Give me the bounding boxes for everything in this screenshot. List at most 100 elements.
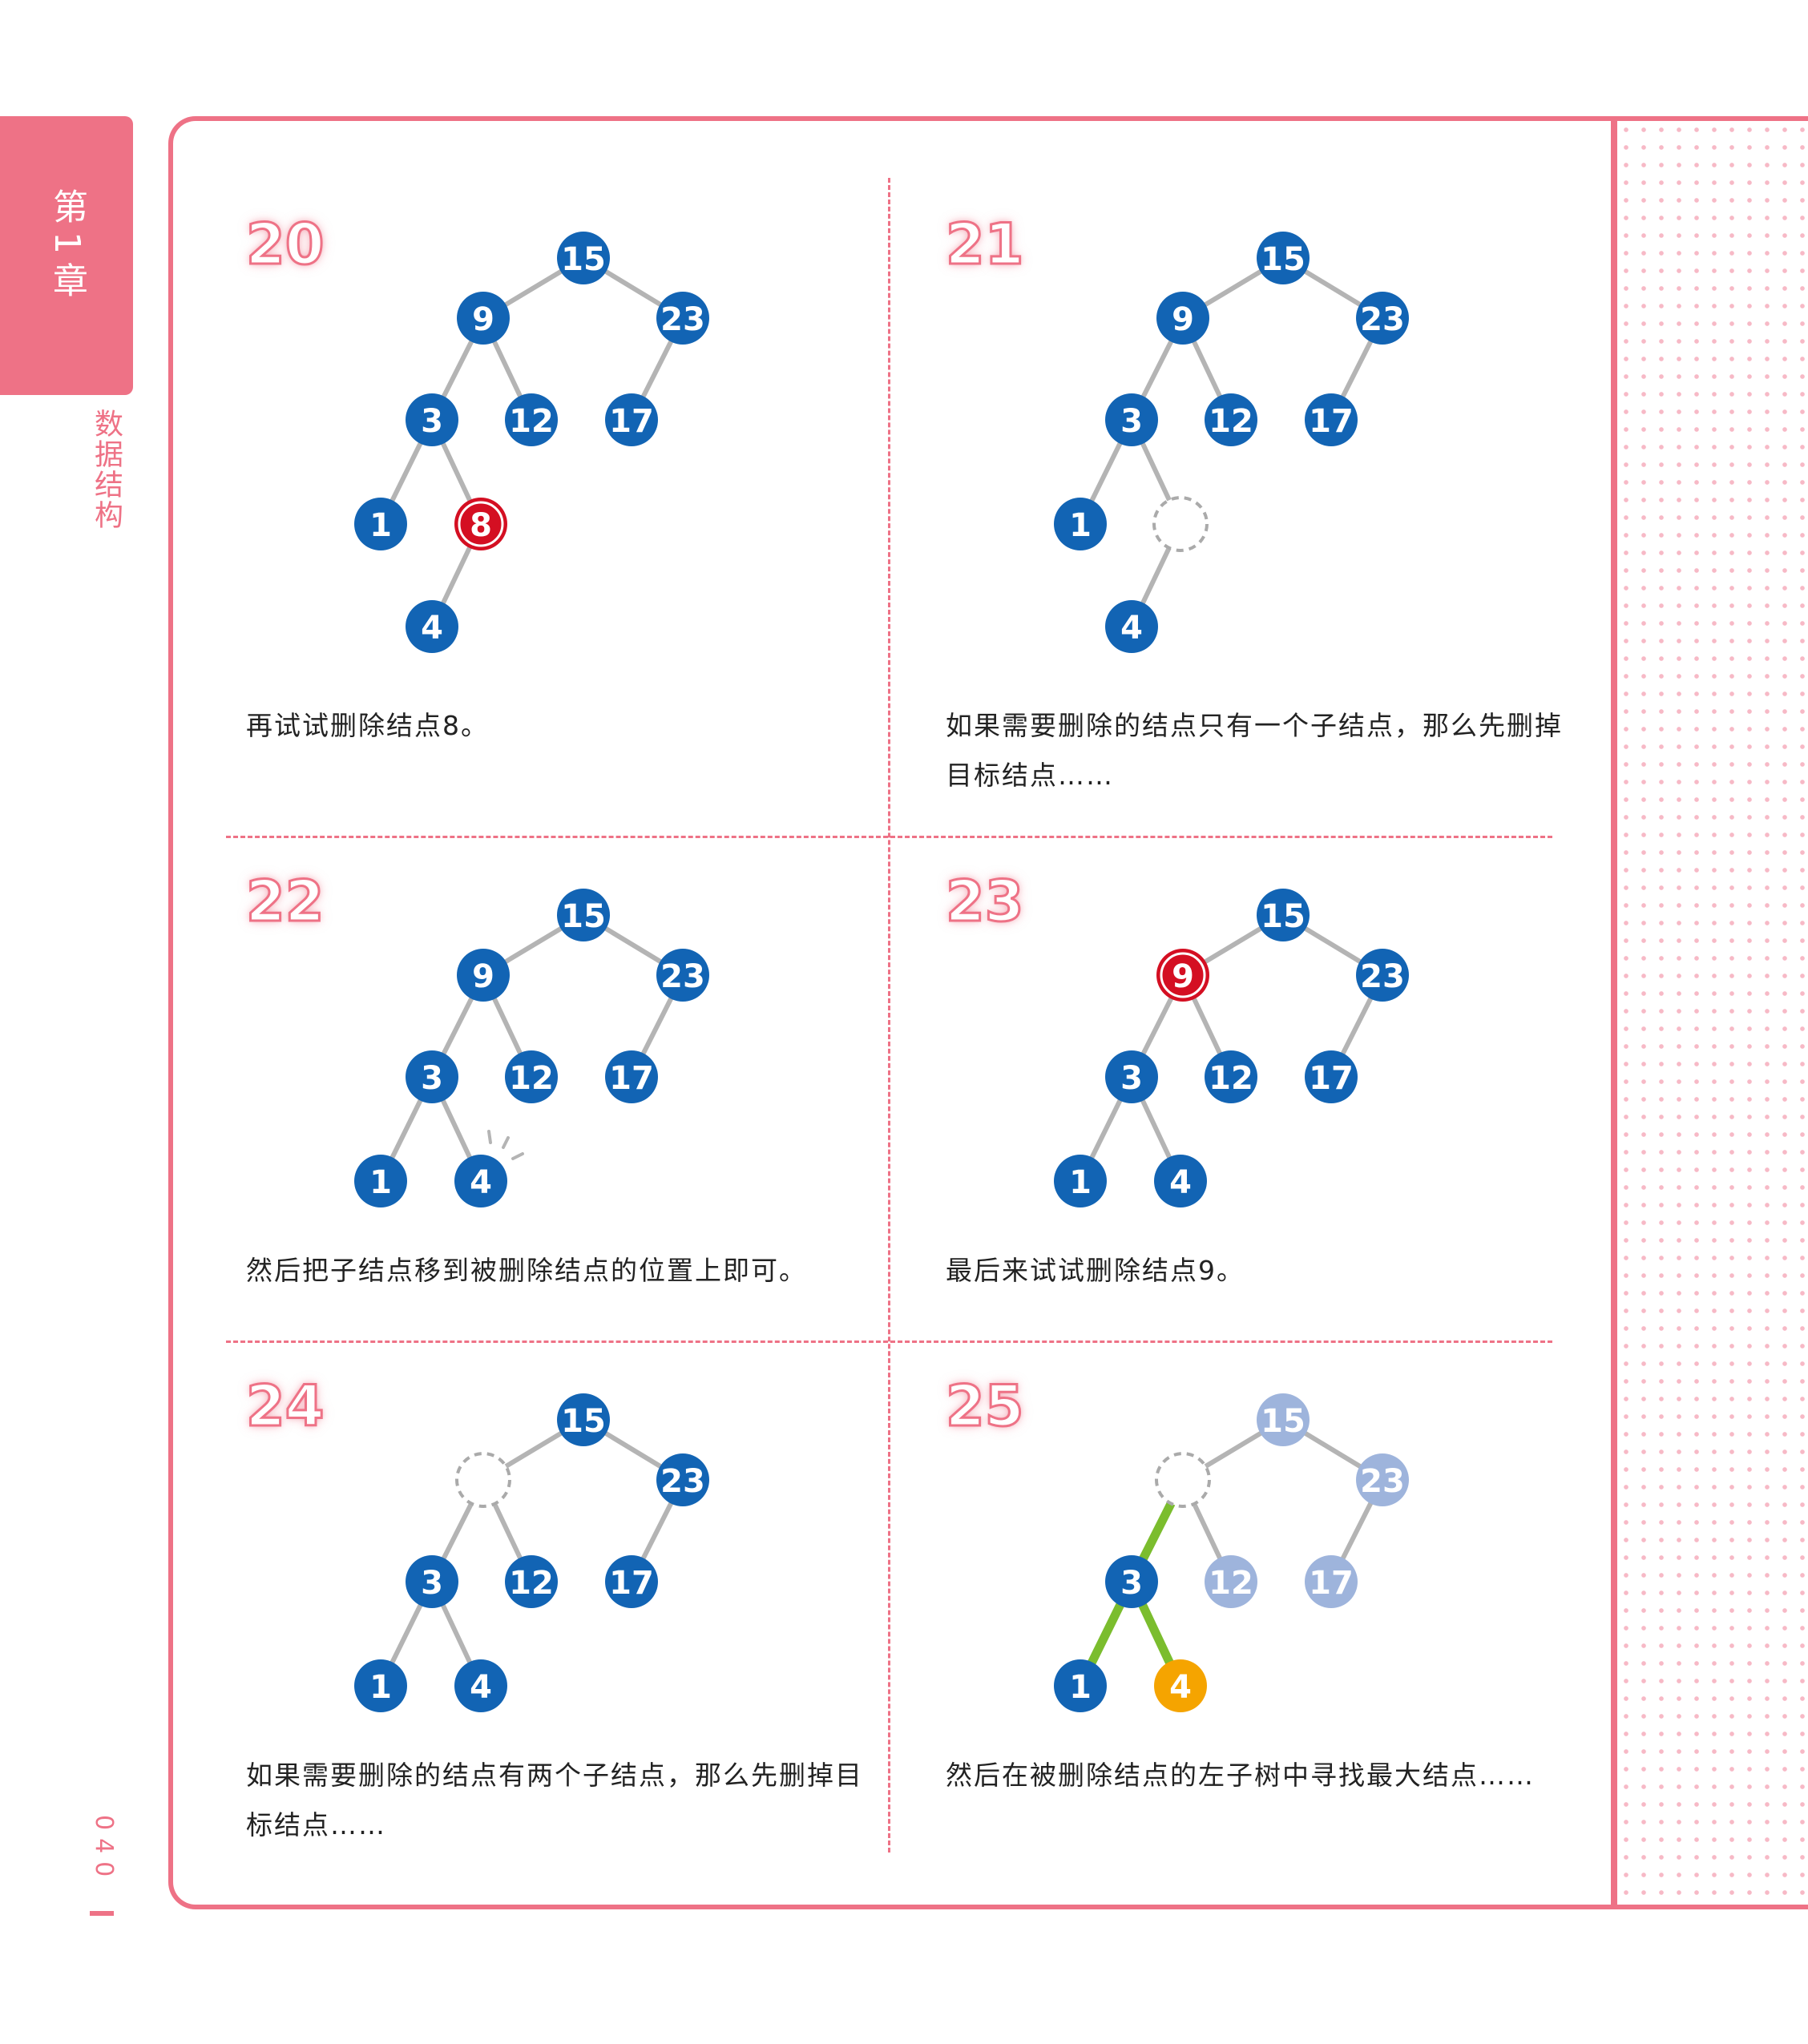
node-label: 12 — [1209, 403, 1253, 440]
node-label: 4 — [1169, 1669, 1192, 1706]
node-label: 17 — [1309, 1060, 1354, 1097]
content-frame — [168, 116, 1611, 1909]
node-label: 1 — [369, 1164, 392, 1201]
tree-node-15: 15 — [1257, 232, 1310, 284]
tree-node-17: 17 — [1305, 1555, 1358, 1608]
tree-node-17: 17 — [1305, 1050, 1358, 1103]
node-label: 9 — [472, 958, 494, 995]
node-label: 15 — [561, 1403, 606, 1440]
step-number: 22 — [244, 869, 325, 934]
node-label: 1 — [1069, 507, 1092, 544]
tree-node-17: 17 — [605, 1050, 658, 1103]
tree-node-17: 17 — [605, 1555, 658, 1608]
node-label: 23 — [1360, 1463, 1405, 1500]
node-label: 4 — [1169, 1164, 1192, 1201]
tree-node-23: 23 — [1356, 292, 1409, 345]
node-label: 17 — [609, 403, 654, 440]
motion-spark-icon — [487, 1130, 524, 1160]
step-panel-24: 24 15 23 3 12 17 1 4 如果需要删除的结点有两个子结点，那么先删掉目标结点… — [228, 1346, 926, 1841]
tree-diagram: 15 23 3 12 17 1 4 — [354, 1393, 709, 1712]
node-label: 23 — [660, 958, 705, 995]
node-label: 4 — [470, 1669, 492, 1706]
node-label: 15 — [561, 898, 606, 935]
tree-node-23: 23 — [656, 1453, 709, 1506]
node-label: 4 — [1120, 610, 1143, 647]
tree-node-1: 1 — [354, 1155, 407, 1207]
node-label: 15 — [1261, 1403, 1306, 1440]
tree-node-23: 23 — [656, 949, 709, 1002]
node-label: 9 — [1172, 958, 1194, 995]
node-label: 4 — [421, 610, 443, 647]
step-number: 23 — [944, 869, 1024, 934]
tree-node-12: 12 — [505, 393, 558, 446]
dotted-margin-panel — [1611, 116, 1808, 1909]
tree-node-1: 1 — [354, 1659, 407, 1712]
tree-node-15: 15 — [557, 889, 610, 941]
node-label: 3 — [421, 1060, 443, 1097]
node-label: 17 — [1309, 403, 1354, 440]
tree-node-9: 9 — [1156, 292, 1209, 345]
tree-diagram: 15 9 23 3 12 17 1 4 — [354, 889, 709, 1207]
node-label: 3 — [1120, 1565, 1143, 1602]
tree-node-3: 3 — [406, 1555, 458, 1608]
tree-node-8: 8 — [454, 498, 507, 550]
step-panel-25: 25 15 23 3 12 17 1 4 然后在被删除结点的左子树中寻找最大结点…… — [928, 1346, 1625, 1827]
step-number: 24 — [244, 1373, 325, 1439]
tree-node-3: 3 — [406, 1050, 458, 1103]
row-divider-1 — [226, 836, 1552, 838]
tree-node-4: 4 — [406, 600, 458, 653]
node-label: 9 — [1172, 301, 1194, 338]
tree-node-15: 15 — [1257, 1393, 1310, 1446]
tree-node-17: 17 — [1305, 393, 1358, 446]
node-label: 17 — [609, 1060, 654, 1097]
step-panel-23: 23 15 9 23 3 12 17 1 4 最后来试试删除结点9。 — [928, 841, 1625, 1322]
node-label: 3 — [421, 403, 443, 440]
step-panel-21: 21 15 9 23 3 12 17 1 4 如果需要删除的结点只有一个子结点，那么先删掉目标… — [928, 184, 1625, 792]
step-number: 25 — [944, 1373, 1024, 1439]
chapter-label: 第1章 — [46, 188, 87, 305]
tree-node-17: 17 — [605, 393, 658, 446]
node-label: 15 — [1261, 898, 1306, 935]
chapter-tab: 第1章 — [0, 116, 133, 395]
node-label: 15 — [1261, 241, 1306, 278]
step-panel-20: 20 15 9 23 3 12 17 1 8 4 再试试删除结点8。 — [228, 184, 926, 741]
tree-node-4: 4 — [1105, 600, 1158, 653]
tree-diagram: 15 9 23 3 12 17 1 4 — [1054, 232, 1409, 653]
tree-node-1: 1 — [1054, 1155, 1107, 1207]
node-label: 23 — [660, 301, 705, 338]
node-label: 23 — [660, 1463, 705, 1500]
tree-node-23: 23 — [1356, 1453, 1409, 1506]
tree-node-4: 4 — [1154, 1155, 1207, 1207]
tree-node-9: 9 — [1156, 949, 1209, 1002]
step-caption: 最后来试试删除结点9。 — [946, 1255, 1245, 1286]
node-label: 12 — [1209, 1060, 1253, 1097]
node-label: 1 — [1069, 1669, 1092, 1706]
node-label: 4 — [470, 1164, 492, 1201]
node-label: 12 — [1209, 1565, 1253, 1602]
tree-node-4: 4 — [454, 1659, 507, 1712]
node-label: 12 — [509, 403, 554, 440]
tree-node-empty — [1155, 1452, 1211, 1508]
chapter-subtitle: 数据结构 — [90, 409, 123, 530]
step-number: 20 — [244, 212, 325, 277]
tree-node-9: 9 — [457, 292, 510, 345]
tree-node-1: 1 — [1054, 1659, 1107, 1712]
tree-node-4: 4 — [454, 1155, 507, 1207]
step-caption: 然后把子结点移到被删除结点的位置上即可。 — [246, 1255, 807, 1286]
tree-node-4: 4 — [1154, 1659, 1207, 1712]
tree-node-empty — [455, 1452, 511, 1508]
tree-node-12: 12 — [1205, 1050, 1257, 1103]
tree-node-3: 3 — [406, 393, 458, 446]
tree-diagram: 15 9 23 3 12 17 1 4 — [1054, 889, 1409, 1207]
node-label: 12 — [509, 1565, 554, 1602]
row-divider-2 — [226, 1340, 1552, 1343]
tree-node-1: 1 — [1054, 498, 1107, 550]
node-label: 15 — [561, 241, 606, 278]
tree-node-3: 3 — [1105, 1050, 1158, 1103]
page-number: 040 — [90, 1815, 118, 1885]
tree-node-9: 9 — [457, 949, 510, 1002]
node-label: 1 — [1069, 1164, 1092, 1201]
tree-node-12: 12 — [1205, 393, 1257, 446]
node-label: 1 — [369, 1669, 392, 1706]
tree-node-3: 3 — [1105, 1555, 1158, 1608]
